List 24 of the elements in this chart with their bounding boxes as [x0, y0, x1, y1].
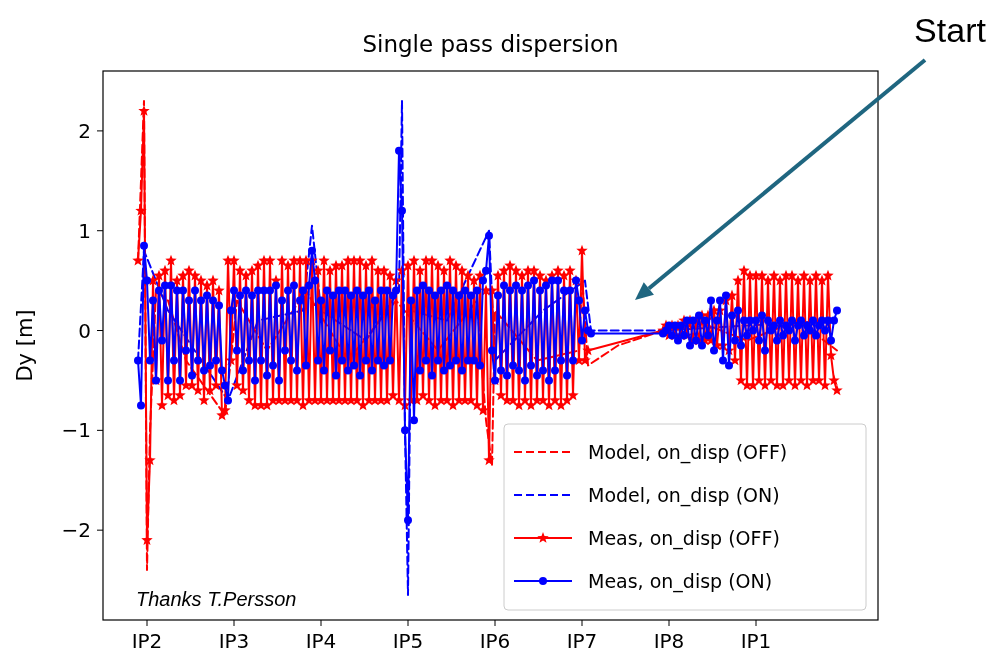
y-tick-label: 1 — [78, 218, 91, 243]
legend-label: Model, on_disp (ON) — [588, 484, 780, 507]
x-tick-label: IP8 — [653, 629, 685, 653]
y-tick-label: 0 — [78, 318, 91, 343]
legend-label: Meas, on_disp (OFF) — [588, 527, 780, 550]
x-tick-label: IP6 — [479, 629, 511, 653]
text: Start — [914, 11, 987, 49]
y-tick-label: −1 — [61, 418, 91, 443]
x-tick-label: IP2 — [131, 629, 163, 653]
y-axis-title: Dy [m] — [13, 309, 37, 382]
y-tick-label: −2 — [61, 518, 91, 543]
point — [401, 426, 409, 435]
annotation: Thanks T.Persson — [136, 588, 297, 610]
chart-title: Single pass dispersion — [362, 31, 619, 57]
point — [134, 356, 142, 365]
x-tick-label: IP7 — [566, 629, 598, 653]
x-tick-label: IP4 — [305, 629, 337, 653]
legend-label: Model, on_disp (OFF) — [588, 441, 788, 464]
x-tick-label: IP5 — [392, 629, 424, 653]
point — [224, 396, 232, 405]
legend-label: Meas, on_disp (ON) — [588, 570, 773, 593]
y-tick-label: 2 — [78, 118, 91, 143]
x-tick-label: IP3 — [218, 629, 250, 653]
x-tick-label: IP1 — [740, 629, 772, 653]
